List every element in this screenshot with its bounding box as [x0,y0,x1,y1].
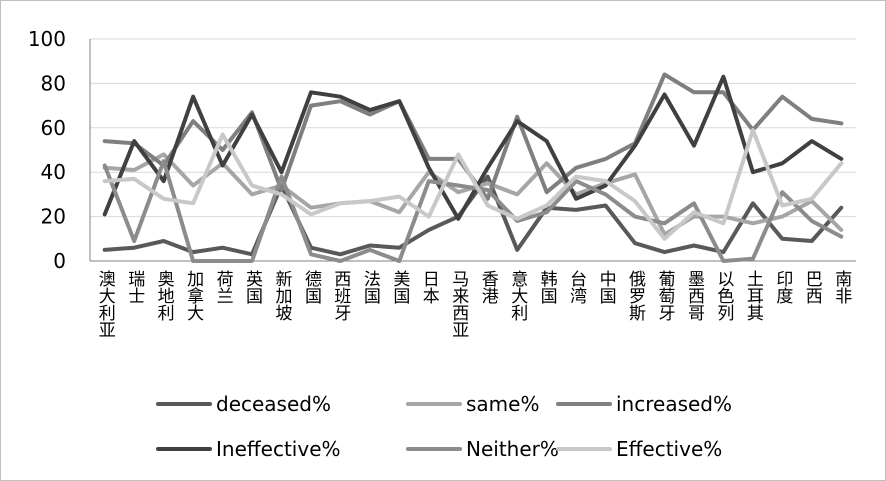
y-tick-label-20: 20 [41,205,66,229]
series-neither-pct [102,159,844,263]
legend-label-deceased-pct: deceased% [216,392,331,416]
x-tick-label-瑞士: 瑞士 [124,270,145,304]
x-tick-label-葡萄牙: 葡萄牙 [655,270,676,322]
legend-label-ineffective-pct: Ineffective% [216,437,341,461]
y-tick-label-60: 60 [41,116,66,140]
legend: deceased% same% increased% Ineffective% Neit… [156,392,732,461]
x-tick-label-荷兰: 荷兰 [213,270,234,304]
legend-label-effective-pct: Effective% [616,437,722,461]
series-lines [102,72,844,263]
x-tick-label-英国: 英国 [242,270,262,304]
x-tick-label-美国: 美国 [389,270,410,304]
x-tick-label-澳大利亚: 澳大利亚 [95,270,116,338]
legend-label-increased-pct: increased% [616,392,732,416]
x-tick-label-土耳其: 土耳其 [743,270,764,321]
x-tick-labels: 澳大利亚 瑞士 奥地利 加拿大 荷兰 英国 新加坡 德国 西班牙 法国 美国 日本 马来西亚 香港 意大利韩… [95,270,852,338]
legend-item-effective-pct: Effective% [556,437,722,461]
y-tick-label-80: 80 [41,71,66,95]
y-tick-label-40: 40 [41,160,66,184]
legend-item-deceased-pct: deceased% [156,392,331,416]
y-tick-label-100: 100 [28,27,66,51]
legend-item-neither-pct: Neither% [406,437,559,461]
series-ineffective-pct [102,74,844,221]
series-line-neither-pct [102,159,844,263]
series-line-ineffective-pct [102,74,844,221]
x-tick-label-南非: 南非 [831,270,852,304]
x-tick-label-印度: 印度 [772,270,793,304]
x-tick-label-香港: 香港 [478,270,499,304]
legend-label-same-pct: same% [466,392,539,416]
series-line-effective-pct [102,128,844,241]
legend-label-neither-pct: Neither% [466,437,559,461]
x-tick-label-奥地利: 奥地利 [154,270,175,321]
y-tick-label-0: 0 [53,249,66,273]
x-tick-label-中国: 中国 [596,270,616,304]
x-tick-label-台湾: 台湾 [566,270,587,305]
series-effective-pct [102,128,844,241]
x-tick-label-日本: 日本 [419,270,440,304]
y-tick-labels: 0 20 40 60 80 100 [28,27,66,273]
x-tick-label-德国: 德国 [301,270,322,304]
x-tick-label-新加坡: 新加坡 [272,270,293,321]
x-tick-label-意大利: 意大利 [507,270,528,321]
x-tick-label-以色列: 以色列 [713,270,734,322]
x-tick-label-韩国: 韩国 [537,270,558,304]
x-tick-label-墨西哥: 墨西哥 [684,270,705,321]
x-tick-label-加拿大: 加拿大 [183,270,204,321]
x-tick-label-俄罗斯: 俄罗斯 [625,270,646,322]
legend-item-same-pct: same% [406,392,539,416]
legend-item-increased-pct: increased% [556,392,732,416]
x-tick-label-法国: 法国 [360,270,381,304]
x-tick-label-西班牙: 西班牙 [330,270,351,322]
x-tick-label-巴西: 巴西 [802,270,822,304]
x-tick-label-马来西亚: 马来西亚 [448,270,469,338]
legend-item-ineffective-pct: Ineffective% [156,437,341,461]
